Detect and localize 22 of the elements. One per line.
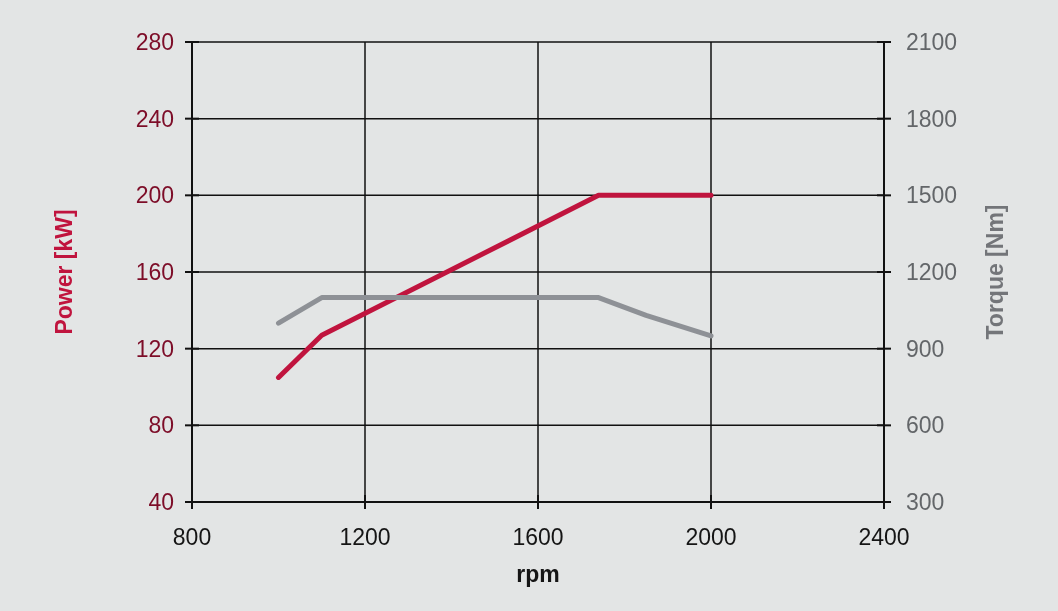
x-axis-title: rpm [516,561,560,587]
y-tick-label: 280 [135,29,174,55]
y-tick-label: 40 [148,489,174,515]
y-tick-label: 160 [135,259,174,285]
y2-tick-label: 2100 [906,29,958,55]
x-tick-label: 1200 [339,524,391,550]
x-tick-label: 2400 [858,524,910,550]
y2-tick-label: 1200 [906,259,958,285]
y-tick-label: 120 [135,335,174,362]
y2-tick-label: 1800 [906,105,958,132]
y-tick-label: 200 [135,182,174,209]
y2-tick-label: 300 [906,489,945,515]
x-tick-label: 1600 [512,524,564,550]
y-axis-title: Power [kW] [51,209,77,335]
x-tick-label: 800 [172,524,212,550]
y-tick-label: 80 [148,412,174,439]
y2-tick-label: 900 [906,335,945,362]
y2-axis-title: Torque [Nm] [982,204,1008,340]
y2-tick-label: 600 [906,412,945,439]
x-tick-label: 2000 [685,524,737,550]
y2-tick-label: 1500 [906,182,958,209]
y-tick-label: 240 [135,105,174,132]
